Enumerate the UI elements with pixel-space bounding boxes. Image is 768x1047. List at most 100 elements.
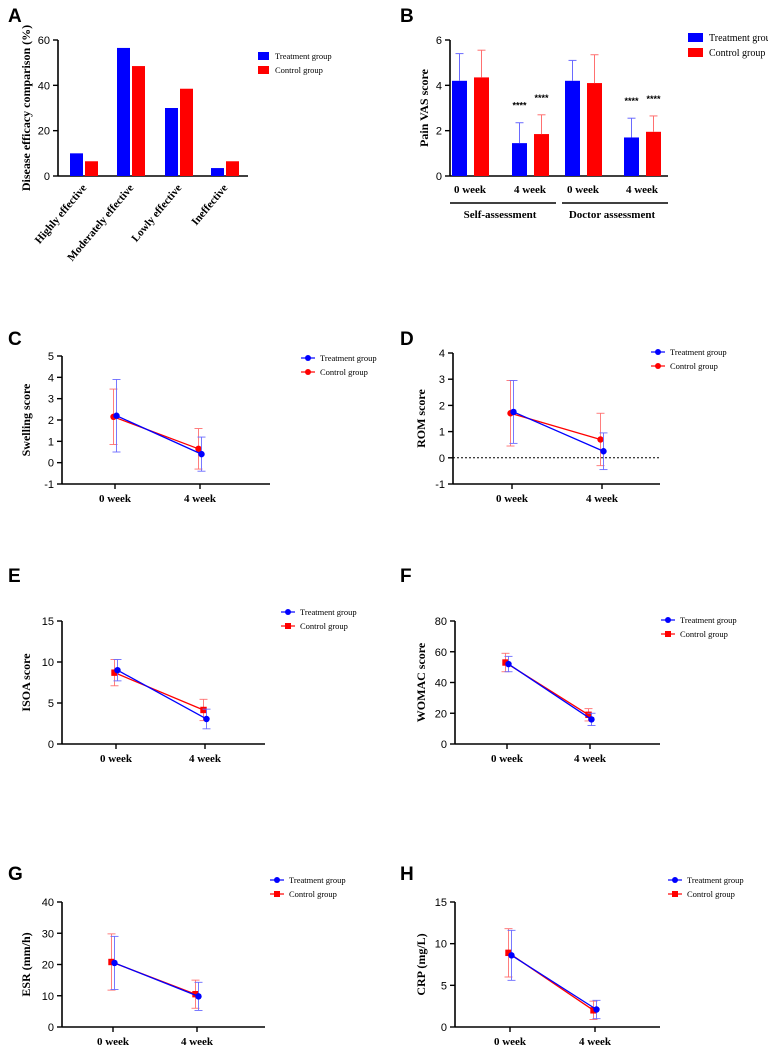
significance-marker: **** xyxy=(624,96,639,106)
y-tick-label: 4 xyxy=(48,372,54,384)
legend-label: Treatment group xyxy=(709,33,768,44)
legend-marker-control xyxy=(305,369,311,375)
legend-marker-control xyxy=(285,623,291,629)
legend-label: Treatment group xyxy=(687,875,744,885)
bar-treatment xyxy=(565,80,580,176)
y-tick-label: 5 xyxy=(48,351,54,363)
bar-control xyxy=(474,77,489,176)
x-tick-label: 4 week xyxy=(574,753,607,765)
point-treatment xyxy=(593,1006,600,1013)
bar-treatment xyxy=(211,168,224,176)
chart-E: E 0 5 10 15 ISOA score 0 week 4 week Treatment g… xyxy=(8,566,357,765)
x-tick-label: 4 week xyxy=(514,184,547,196)
bar-control xyxy=(587,83,602,176)
y-tick-label: 0 xyxy=(439,453,445,465)
y-axis-label: Pain VAS score xyxy=(417,68,431,147)
y-axis-label: Swelling score xyxy=(19,383,33,456)
x-tick-label: 0 week xyxy=(491,753,524,765)
x-tick-label: 0 week xyxy=(99,493,132,505)
point-treatment xyxy=(195,993,202,1000)
y-tick-label: 20 xyxy=(435,708,447,720)
y-tick-label: 40 xyxy=(38,80,50,92)
legend-marker-treatment xyxy=(285,609,291,615)
y-tick-label: 60 xyxy=(38,35,50,47)
y-tick-label: 4 xyxy=(436,80,442,92)
series-line-treatment xyxy=(114,962,199,997)
y-axis-label: WOMAC score xyxy=(414,642,428,722)
y-tick-label: 2 xyxy=(436,126,442,138)
y-axis-label: CRP (mg/L) xyxy=(414,933,428,995)
x-tick-label: 4 week xyxy=(626,184,659,196)
point-control xyxy=(111,669,118,676)
y-tick-label: 4 xyxy=(439,348,445,360)
x-tick-label: 0 week xyxy=(567,184,600,196)
y-tick-label: 15 xyxy=(435,897,447,909)
point-treatment xyxy=(113,412,120,419)
legend-label: Control group xyxy=(289,889,337,899)
panel-label: F xyxy=(400,566,412,587)
bar-treatment xyxy=(70,153,83,176)
panel-label: E xyxy=(8,566,21,587)
y-tick-label: 10 xyxy=(42,991,54,1003)
point-treatment xyxy=(114,667,121,674)
point-treatment xyxy=(505,660,512,668)
legend-swatch-treatment xyxy=(688,33,703,42)
panel-label: D xyxy=(400,329,414,350)
y-tick-label: -1 xyxy=(44,479,54,491)
y-tick-label: 2 xyxy=(48,415,54,427)
legend-label: Treatment group xyxy=(680,615,737,625)
panel-label: G xyxy=(8,864,23,885)
legend-label: Control group xyxy=(275,65,323,75)
bar-control xyxy=(85,161,98,176)
series-line-control xyxy=(114,672,204,711)
point-treatment xyxy=(203,715,210,723)
y-tick-label: 1 xyxy=(439,427,445,439)
x-tick-label: 0 week xyxy=(454,184,487,196)
legend-label: Control group xyxy=(300,621,348,631)
legend-marker-control xyxy=(655,363,661,369)
y-tick-label: -1 xyxy=(435,479,445,491)
point-control xyxy=(505,949,512,957)
bar-control xyxy=(132,66,145,176)
significance-marker: **** xyxy=(646,94,661,104)
panel-label: C xyxy=(8,329,22,350)
y-tick-label: 0 xyxy=(441,739,447,751)
bar-treatment xyxy=(512,143,527,176)
chart-D: D -1 0 1 2 3 4 ROM score 0 week 4 week Treatment g… xyxy=(400,329,727,505)
y-tick-label: 40 xyxy=(435,678,447,690)
y-tick-label: 0 xyxy=(44,171,50,183)
bar-control xyxy=(180,88,193,176)
y-tick-label: 30 xyxy=(42,928,54,940)
legend-marker-treatment xyxy=(665,617,671,623)
series-line-control xyxy=(113,416,199,450)
bar-treatment xyxy=(452,80,467,176)
y-tick-label: 6 xyxy=(436,35,442,47)
bar-control xyxy=(646,131,661,176)
legend-marker-treatment xyxy=(672,877,678,883)
y-tick-label: 80 xyxy=(435,616,447,628)
y-tick-label: 20 xyxy=(42,960,54,972)
series-line-treatment xyxy=(117,669,207,720)
series-line-treatment xyxy=(116,415,202,455)
point-control xyxy=(502,659,509,666)
legend-label: Treatment group xyxy=(289,875,346,885)
y-tick-label: 10 xyxy=(42,657,54,669)
chart-H: H 0 5 10 15 CRP (mg/L) 0 week 4 week Treatment g… xyxy=(400,864,744,1047)
bar-treatment xyxy=(165,108,178,176)
group-label: Self-assessment xyxy=(464,209,537,221)
legend-label: Treatment group xyxy=(670,347,727,357)
y-axis-label: ESR (mm/h) xyxy=(19,932,33,996)
legend-label: Control group xyxy=(670,361,718,371)
legend-marker-control xyxy=(274,891,280,897)
chart-G: G 0 10 20 30 40 ESR (mm/h) 0 week 4 week Treatmen… xyxy=(8,864,346,1047)
chart-F: F 0 20 40 60 80 WOMAC score 0 week 4 week Treatme… xyxy=(400,566,737,765)
y-tick-label: 15 xyxy=(42,616,54,628)
point-treatment xyxy=(508,952,515,959)
legend-marker-control xyxy=(665,631,671,637)
x-tick-label: 4 week xyxy=(184,493,217,505)
y-tick-label: 0 xyxy=(48,739,54,751)
bar-treatment xyxy=(117,47,130,176)
x-tick-label: 4 week xyxy=(586,493,619,505)
y-tick-label: 60 xyxy=(435,647,447,659)
